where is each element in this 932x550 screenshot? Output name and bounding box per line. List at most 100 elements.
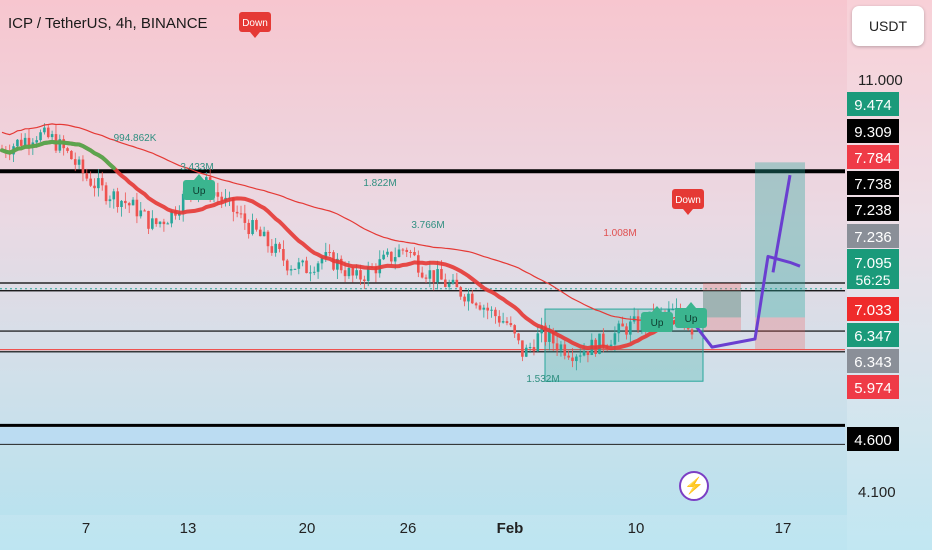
candle-body	[548, 331, 551, 342]
signal-badge	[675, 308, 707, 328]
candle-body	[278, 243, 281, 249]
candle-body	[216, 192, 220, 197]
candle-body	[463, 296, 466, 302]
candle-body	[89, 178, 92, 186]
support-zone	[0, 427, 845, 445]
candle-body	[563, 344, 567, 356]
candle-body	[586, 351, 590, 356]
price-label-2: 7.784	[854, 150, 892, 167]
candle-body	[401, 249, 405, 251]
candle-body	[544, 325, 547, 342]
time-tick-5: 10	[628, 520, 645, 537]
candle-body	[50, 134, 54, 138]
candle-body	[66, 148, 69, 151]
candle-body	[598, 333, 601, 354]
candle-body	[551, 331, 555, 344]
stop-box	[703, 282, 741, 332]
candle-body	[285, 260, 289, 271]
candle-body	[46, 127, 50, 138]
candle-body	[108, 199, 112, 202]
candle-body	[524, 347, 528, 357]
candle-body	[575, 356, 578, 362]
candle-body	[35, 140, 38, 143]
candle-body	[104, 185, 108, 202]
candle-body	[555, 343, 559, 351]
candle-body	[85, 173, 89, 179]
candle-body	[390, 251, 393, 262]
price-label-box-3	[847, 171, 899, 195]
signal-badge	[239, 12, 271, 32]
candle-body	[27, 137, 31, 146]
candle-body	[636, 316, 640, 331]
candle-body	[382, 254, 385, 260]
volume-label-1: 3.433M	[180, 162, 213, 173]
candle-body	[609, 344, 613, 347]
candle-body	[243, 213, 247, 223]
signal-buy-4: Up	[675, 302, 707, 328]
slow-ma-line	[1, 123, 692, 322]
price-label-10: 5.974	[854, 380, 892, 397]
signal-pointer	[683, 209, 693, 215]
candle-body	[428, 270, 432, 279]
candle-body	[447, 283, 451, 287]
candle-body	[494, 309, 497, 317]
candle-body	[166, 223, 170, 225]
lightning-icon[interactable]: ⚡	[679, 471, 709, 501]
price-label-9: 6.343	[854, 354, 892, 371]
price-label-6: 7.095	[854, 255, 892, 272]
candle-body	[532, 347, 536, 352]
candle-body	[324, 252, 328, 259]
candle-body	[220, 196, 224, 202]
time-tick-2: 20	[299, 520, 316, 537]
price-label-3: 7.738	[854, 176, 892, 193]
volume-label-0: 994.862K	[114, 133, 157, 144]
candle-body	[297, 262, 301, 269]
price-label-box-2	[847, 145, 899, 169]
price-label-4: 7.238	[854, 202, 892, 219]
candle-body	[127, 203, 131, 206]
candle-body	[116, 191, 119, 207]
candle-body	[413, 251, 416, 256]
candle-body	[409, 251, 412, 253]
signal-badge	[672, 189, 704, 209]
currency-button[interactable]: USDT	[852, 6, 924, 46]
projection-path	[688, 254, 801, 349]
candle-body	[355, 270, 358, 276]
candle-body	[528, 347, 532, 349]
candle-body	[305, 260, 308, 274]
price-label-box-10	[847, 375, 899, 399]
candle-body	[436, 269, 439, 283]
candle-body	[343, 270, 347, 277]
candle-body	[154, 218, 158, 225]
signal-pointer	[250, 32, 260, 38]
candle-body	[255, 220, 258, 230]
candle-body	[459, 287, 463, 297]
candle-body	[124, 200, 127, 204]
candle-body	[393, 257, 397, 262]
candle-body	[521, 340, 524, 357]
candle-body	[347, 267, 351, 277]
price-label-box-7	[847, 297, 899, 321]
candle-body	[478, 305, 482, 310]
signal-badge	[641, 312, 673, 332]
candle-body	[671, 309, 675, 311]
candle-body	[467, 293, 470, 302]
candle-body	[366, 266, 370, 282]
signal-label: Up	[651, 318, 664, 329]
candle-body	[93, 185, 96, 189]
signal-label: Down	[242, 18, 268, 29]
symbol-title[interactable]: ICP / TetherUS, 4h, BINANCE	[8, 15, 208, 32]
candle-body	[81, 159, 85, 174]
candle-body	[151, 218, 154, 229]
time-axis-bg	[0, 515, 847, 550]
candle-body	[501, 321, 505, 323]
candle-body	[490, 309, 493, 311]
price-label-7: 7.033	[854, 302, 892, 319]
candle-body	[517, 333, 520, 341]
candle-body	[247, 222, 251, 235]
candle-body	[420, 272, 424, 278]
candle-body	[282, 248, 285, 261]
signal-buy-1: Up	[183, 174, 215, 200]
candle-body	[667, 309, 671, 315]
